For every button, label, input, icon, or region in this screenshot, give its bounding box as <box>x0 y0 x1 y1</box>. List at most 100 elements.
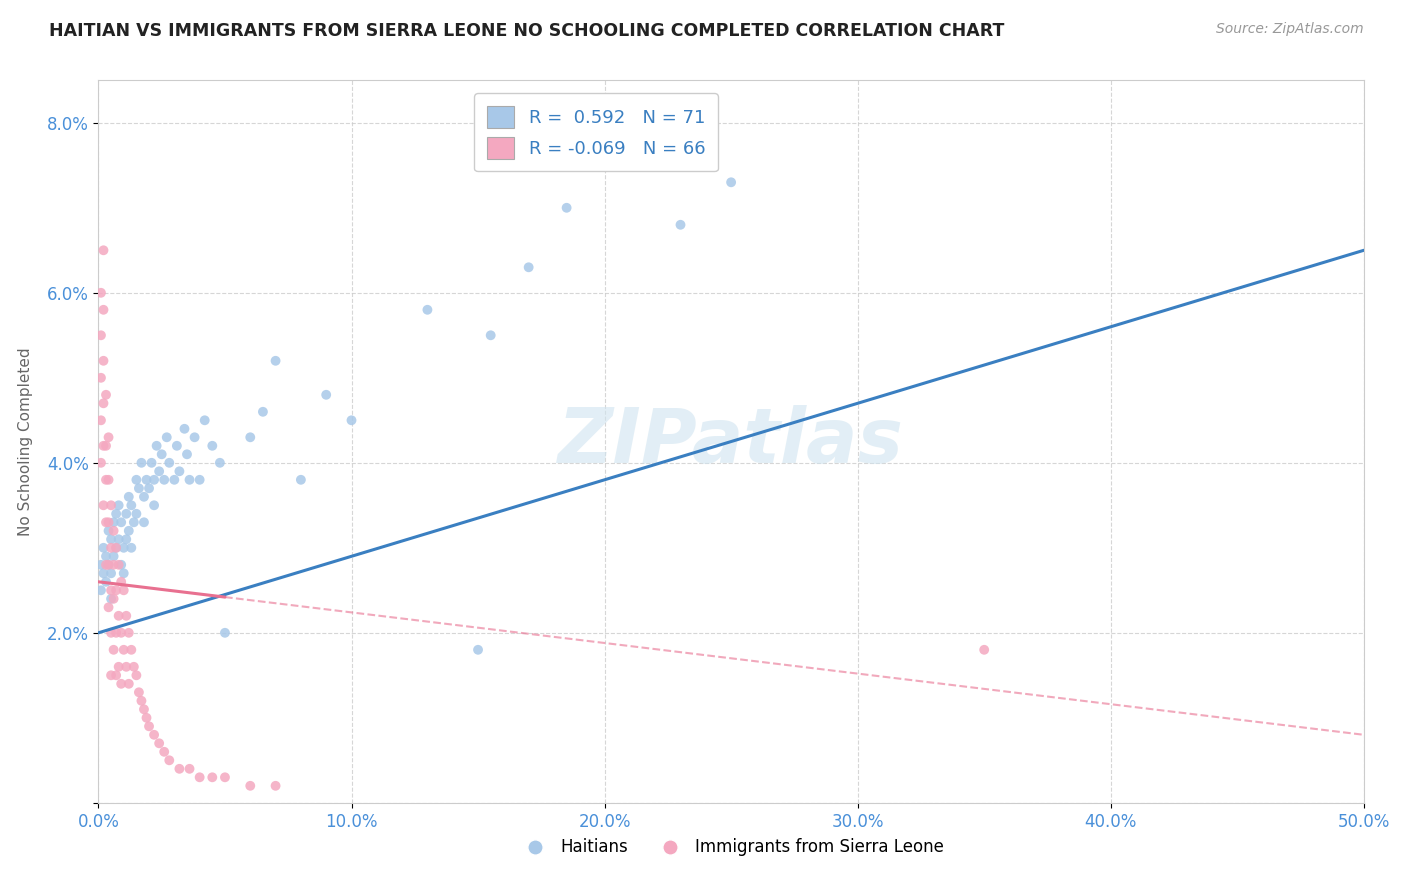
Point <box>93 244 115 258</box>
Point <box>93 541 115 555</box>
Point <box>120 498 142 512</box>
Point <box>90 285 112 300</box>
Point <box>201 770 224 784</box>
Point <box>132 702 155 716</box>
Point <box>107 498 129 512</box>
Point <box>94 439 117 453</box>
Text: Source: ZipAtlas.com: Source: ZipAtlas.com <box>1216 22 1364 37</box>
Point <box>214 770 236 784</box>
Point <box>157 753 180 767</box>
Point <box>179 762 201 776</box>
Point <box>97 558 120 572</box>
Point <box>110 677 132 691</box>
Point <box>148 464 170 478</box>
Point <box>128 685 150 699</box>
Point <box>115 660 138 674</box>
Point <box>110 558 132 572</box>
Point <box>163 473 186 487</box>
Point <box>135 473 157 487</box>
Point <box>125 668 148 682</box>
Point <box>156 430 179 444</box>
Point <box>115 608 138 623</box>
Point <box>103 516 125 530</box>
Point <box>112 642 135 657</box>
Point <box>153 745 176 759</box>
Point <box>517 260 540 275</box>
Point <box>105 583 128 598</box>
Point <box>176 447 198 461</box>
Point <box>90 413 112 427</box>
Point <box>103 558 125 572</box>
Point <box>97 430 120 444</box>
Point <box>555 201 578 215</box>
Point <box>973 642 995 657</box>
Point <box>122 516 145 530</box>
Point <box>416 302 439 317</box>
Point <box>194 413 217 427</box>
Point <box>100 541 122 555</box>
Point <box>315 388 337 402</box>
Point <box>97 600 120 615</box>
Point <box>264 779 287 793</box>
Point <box>100 591 122 606</box>
Y-axis label: No Schooling Completed: No Schooling Completed <box>18 347 32 536</box>
Point <box>118 625 141 640</box>
Point <box>143 473 166 487</box>
Point <box>214 625 236 640</box>
Point <box>97 524 120 538</box>
Point <box>103 524 125 538</box>
Point <box>100 625 122 640</box>
Point <box>138 719 160 733</box>
Point <box>264 353 287 368</box>
Point <box>141 456 163 470</box>
Point <box>100 583 122 598</box>
Text: HAITIAN VS IMMIGRANTS FROM SIERRA LEONE NO SCHOOLING COMPLETED CORRELATION CHART: HAITIAN VS IMMIGRANTS FROM SIERRA LEONE … <box>49 22 1004 40</box>
Point <box>110 574 132 589</box>
Point <box>239 779 262 793</box>
Point <box>94 558 117 572</box>
Point <box>107 533 129 547</box>
Point <box>107 558 129 572</box>
Point <box>148 736 170 750</box>
Point <box>145 439 167 453</box>
Point <box>94 516 117 530</box>
Point <box>118 490 141 504</box>
Point <box>105 541 128 555</box>
Point <box>125 507 148 521</box>
Point <box>122 660 145 674</box>
Point <box>115 507 138 521</box>
Point <box>103 591 125 606</box>
Point <box>90 328 112 343</box>
Point <box>93 439 115 453</box>
Point <box>169 464 191 478</box>
Point <box>669 218 692 232</box>
Point <box>107 660 129 674</box>
Point <box>169 762 191 776</box>
Point <box>103 549 125 564</box>
Point <box>93 302 115 317</box>
Point <box>94 388 117 402</box>
Point <box>239 430 262 444</box>
Point <box>90 371 112 385</box>
Point <box>290 473 312 487</box>
Point <box>100 498 122 512</box>
Point <box>157 456 180 470</box>
Point <box>105 625 128 640</box>
Point <box>94 473 117 487</box>
Point <box>138 481 160 495</box>
Point <box>93 498 115 512</box>
Point <box>479 328 502 343</box>
Point <box>252 405 274 419</box>
Point <box>100 533 122 547</box>
Point <box>93 353 115 368</box>
Point <box>173 422 195 436</box>
Point <box>132 490 155 504</box>
Point <box>107 608 129 623</box>
Point <box>94 549 117 564</box>
Point <box>695 158 717 172</box>
Point <box>128 481 150 495</box>
Point <box>112 566 135 581</box>
Point <box>188 770 211 784</box>
Point <box>93 396 115 410</box>
Point <box>720 175 742 189</box>
